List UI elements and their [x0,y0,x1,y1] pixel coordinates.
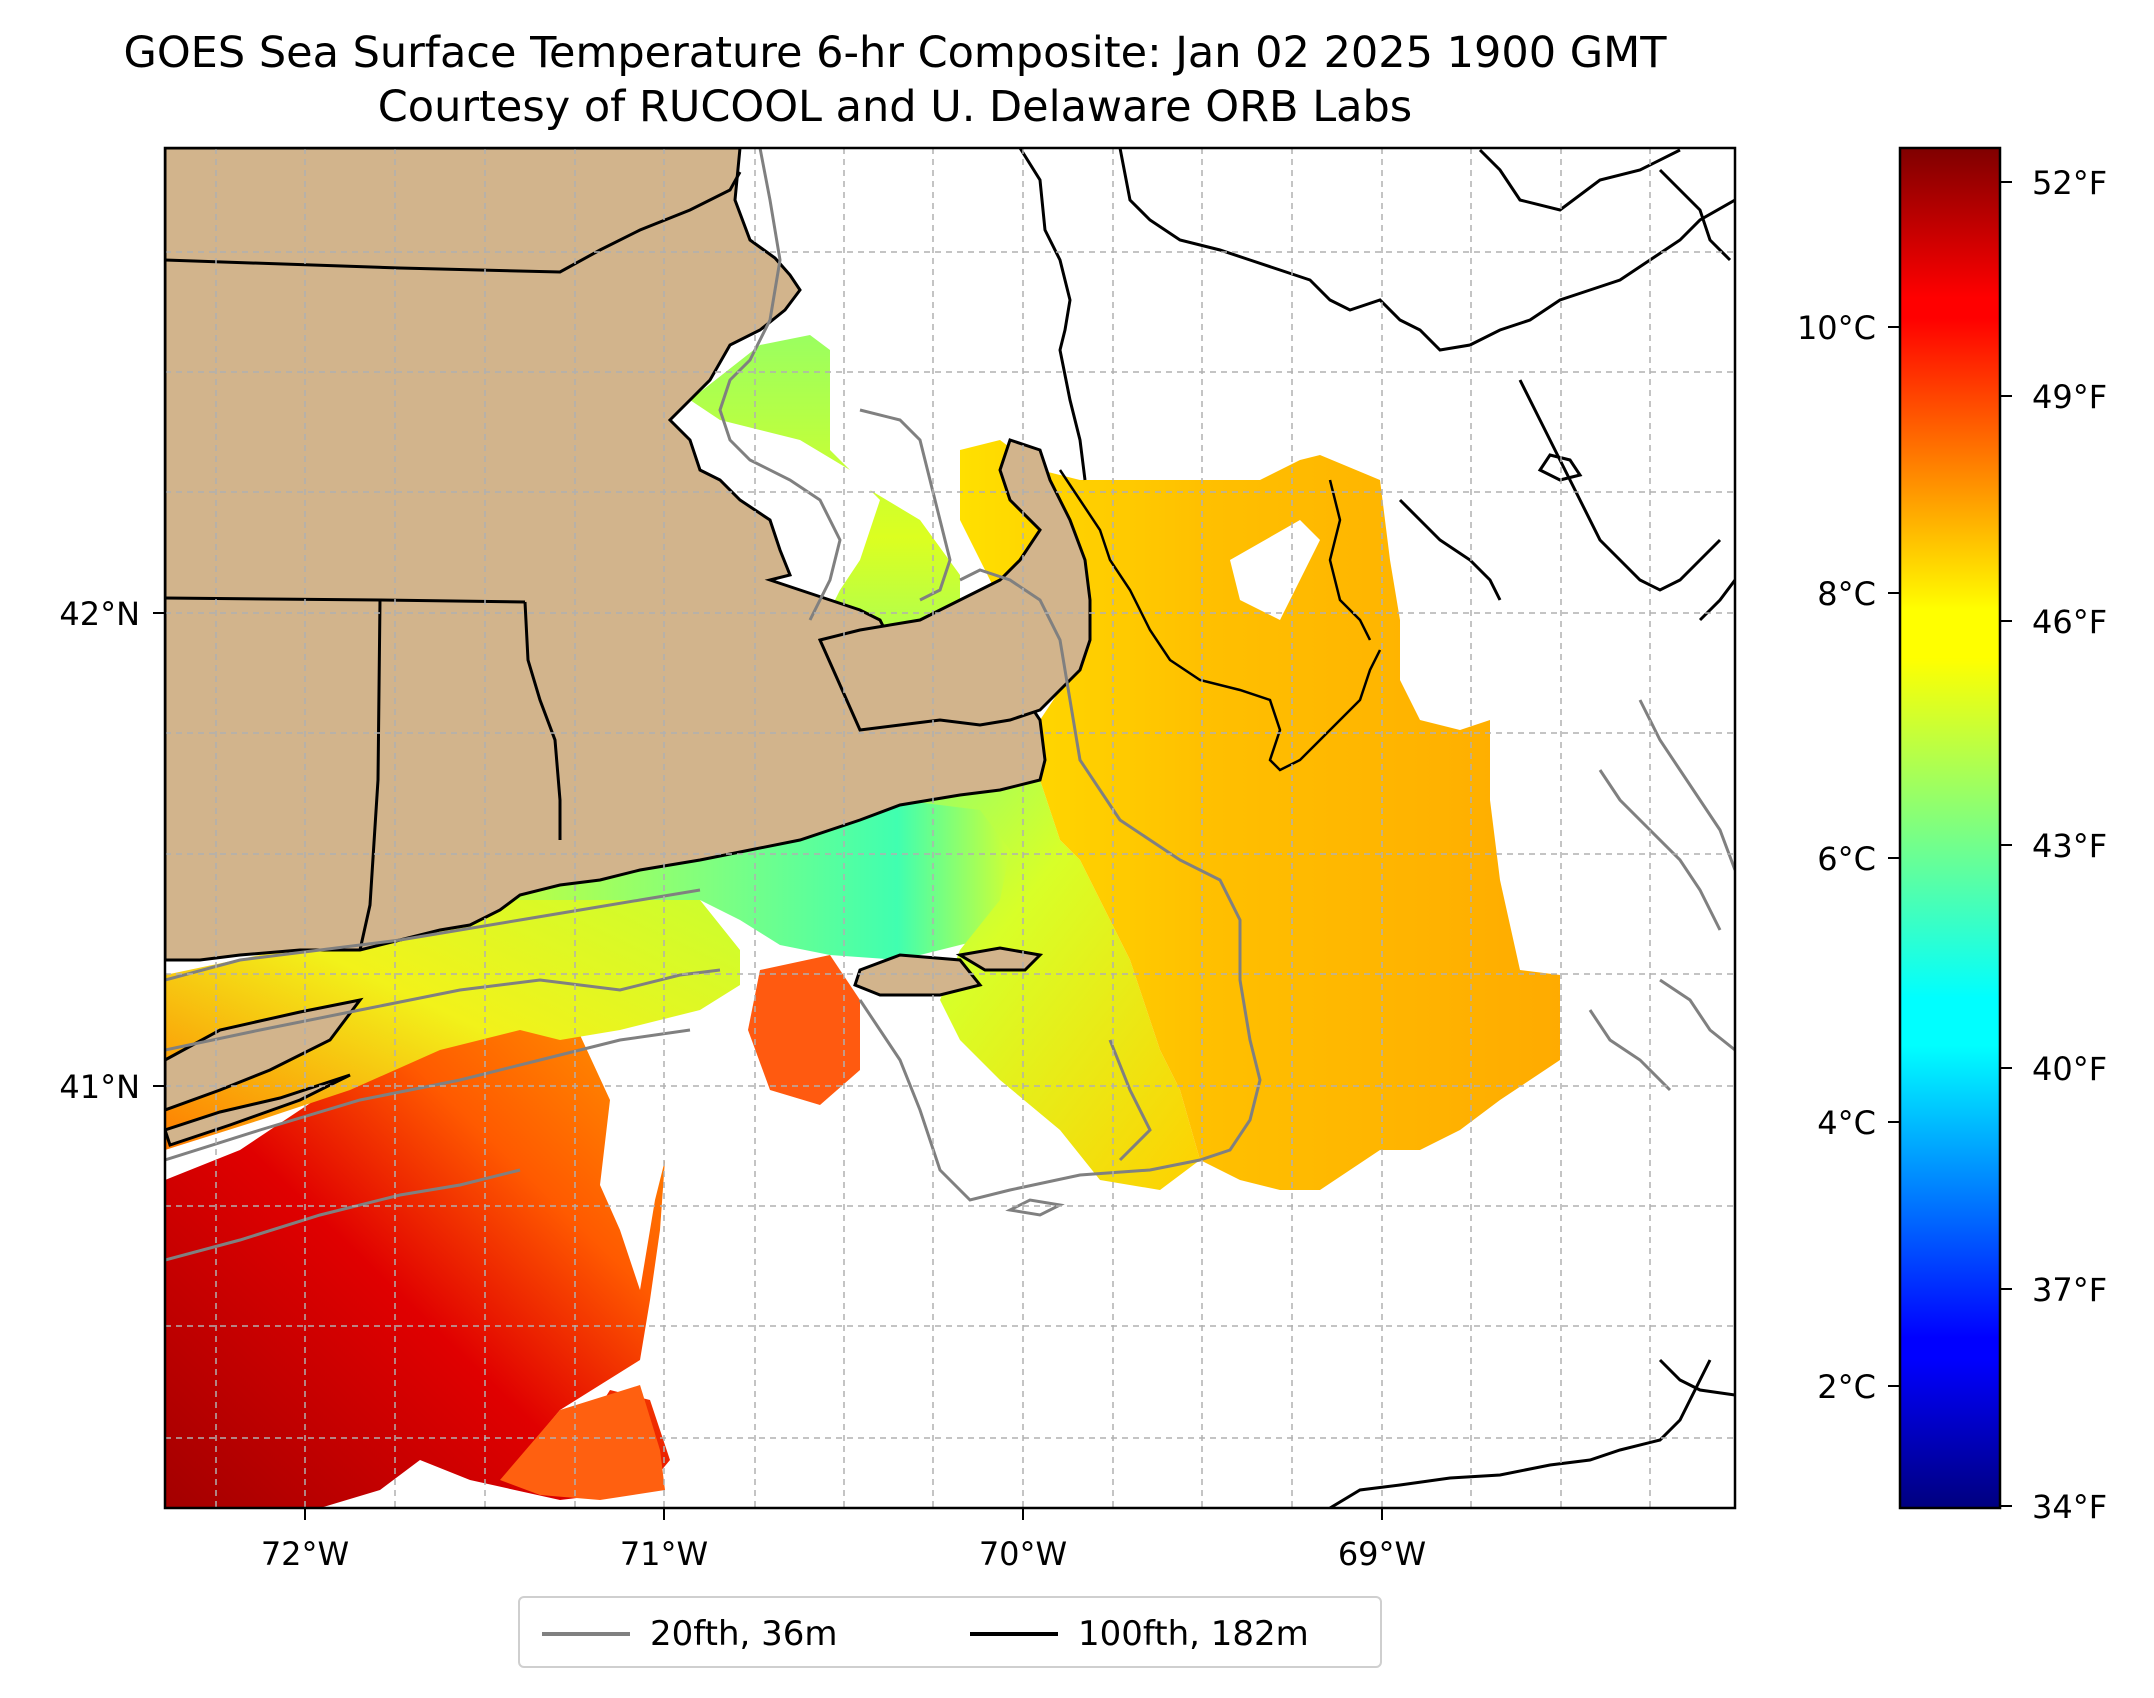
legend-swatch-gray-line [542,1632,630,1636]
long-island-north-fork [165,1073,351,1147]
sst-warm-shelf-water [165,1020,670,1508]
colorbar-c-label: 4°C [1817,1104,1876,1142]
sst-sound-waters [500,790,1030,960]
colorbar-f-label: 43°F [2032,827,2107,865]
isobath-20fth [165,148,1735,1262]
legend-label: 20fth, 36m [650,1614,838,1654]
marthas-vineyard [853,953,983,997]
sst-gulf-gap [1230,520,1320,620]
colorbar-c-label: 10°C [1797,309,1876,347]
lon-tick-label: 70°W [979,1535,1067,1573]
gulf-of-maine-coastline [1018,148,1735,1508]
sst-warm-patch-offshore [748,955,860,1105]
long-island [165,997,364,1112]
lat-tick-labels: 42°N 41°N [59,595,140,1106]
gridlines [165,148,1735,1508]
lat-tick-label: 41°N [59,1068,140,1106]
state-borders [165,171,742,951]
colorbar-f-label: 34°F [2032,1488,2107,1526]
map-title: GOES Sea Surface Temperature 6-hr Compos… [123,28,1667,78]
ma-nh-border [165,171,742,274]
legend-label: 100fth, 182m [1078,1614,1309,1654]
sst-warm-patch-south [500,1385,665,1500]
lon-tick-label: 71°W [620,1535,708,1573]
colorbar-c-label: 6°C [1817,840,1876,878]
lon-tick-label: 72°W [261,1535,349,1573]
isobath-100fth [1058,469,1382,772]
colorbar-fahrenheit-ticks [2000,181,2012,1507]
sst-shelf-transition [165,880,740,1150]
colorbar-f-label: 46°F [2032,603,2107,641]
colorbar-c-label: 2°C [1817,1368,1876,1406]
lat-tick-label: 42°N [59,595,140,633]
lon-tick-labels: 72°W 71°W 70°W 69°W [261,1535,1426,1573]
colorbar-f-label: 37°F [2032,1271,2107,1309]
legend-swatch-black-line [970,1632,1058,1636]
axis-ticks [153,612,1383,1520]
colorbar-f-label: 40°F [2032,1050,2107,1088]
colorbar-gradient [1898,146,2002,1510]
colorbar-celsius-ticks [1888,326,1900,1387]
ri-ma-border [523,601,562,840]
colorbar-c-label: 8°C [1817,575,1876,613]
colorbar-f-label: 49°F [2032,378,2107,416]
sst-gulf-of-maine-east [960,440,1560,1190]
legend: 20fth, 36m 100fth, 182m [518,1596,1382,1668]
lon-tick-label: 69°W [1338,1535,1426,1573]
map-area [165,148,1735,1508]
nantucket [955,946,1044,972]
colorbar-f-label: 52°F [2032,164,2107,202]
ct-ri-border [358,599,382,951]
map-subtitle: Courtesy of RUCOOL and U. Delaware ORB L… [377,82,1413,132]
colorbar: 52°F 49°F 46°F 43°F 40°F 37°F 34°F 10°C … [1797,146,2107,1526]
map-frame [163,146,1737,1510]
